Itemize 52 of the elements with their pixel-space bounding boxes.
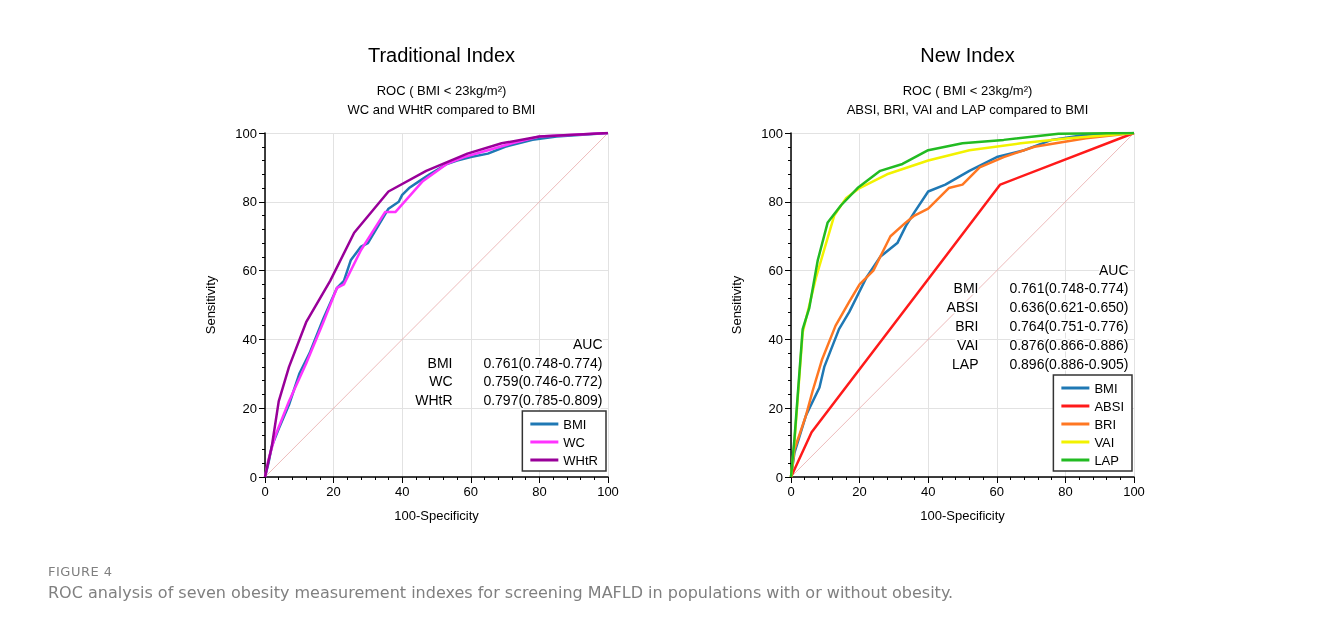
text: VAI 0.876(0.866-0.886) (956, 336, 1129, 353)
y-tick-label: 0 (775, 469, 783, 485)
legend-label: ABSI (1094, 398, 1124, 414)
text: WHtR 0.797(0.785-0.809) (415, 391, 603, 408)
text: WC 0.759(0.746-0.772) (429, 373, 603, 389)
x-tick-label: 20 (852, 484, 867, 499)
x-axis-title: 100-Specificity (920, 508, 1006, 523)
text: ABSI 0.636(0.621-0.650) (946, 299, 1129, 316)
x-tick-label: 0 (787, 484, 795, 499)
text: LAP 0.896(0.886-0.905) (952, 355, 1129, 372)
chart-subtitle: ROC ( BMI < 23kg/m²) ABSI, BRI, VAI and LAP compared to BMI (846, 83, 1089, 117)
x-tick-label: 60 (989, 484, 1005, 499)
text: BMI 0.761(0.748-0.774) (953, 280, 1129, 297)
annotation: AUC (572, 336, 603, 352)
y-tick-label: 0 (249, 469, 257, 485)
x-tick-label: 100 (597, 484, 619, 499)
y-tick-label: 20 (768, 400, 783, 416)
y-tick-label: 40 (768, 331, 783, 347)
y-axis-title: Sensitivity (729, 275, 744, 335)
x-tick-label: 40 (920, 484, 936, 499)
y-tick-label: 100 (235, 125, 257, 141)
text: BMI 0.761(0.748-0.774) (427, 354, 603, 371)
y-tick-label: 60 (768, 263, 783, 279)
chart-subtitle: ROC ( BMI < 23kg/m²) WC and WHtR compared to BMI (347, 83, 536, 117)
x-tick-label: 40 (394, 484, 410, 499)
y-tick-label: 100 (761, 125, 783, 141)
text: ROC analysis of seven obesity measurement indexes for screening MAFLD in populations with or without obesity. (48, 583, 954, 602)
chart-title: New Index (920, 44, 1015, 66)
legend-label: BRI (1094, 416, 1117, 432)
y-tick-label: 80 (768, 194, 783, 210)
legend-label: WHtR (563, 452, 599, 468)
y-tick-label: 20 (242, 400, 257, 416)
x-tick-label: 20 (326, 484, 341, 499)
x-axis-title: 100-Specificity (394, 508, 480, 523)
x-tick-label: 100 (1123, 484, 1145, 499)
annotation: AUC (1098, 261, 1129, 278)
x-tick-label: 60 (463, 484, 479, 499)
y-tick-label: 40 (242, 331, 257, 347)
y-axis-title: Sensitivity (203, 275, 218, 335)
x-tick-label: 0 (261, 484, 269, 499)
y-tick-label: 80 (242, 194, 257, 210)
legend-label: WC (563, 434, 586, 450)
legend-label: LAP (1094, 452, 1119, 468)
legend-label: VAI (1094, 434, 1115, 450)
legend-label: BMI (563, 416, 587, 432)
x-tick-label: 80 (532, 484, 547, 499)
chart-title: Traditional Index (367, 44, 516, 66)
caption: FIGURE 4 (48, 564, 114, 579)
y-tick-label: 60 (242, 263, 257, 279)
x-tick-label: 80 (1058, 484, 1073, 499)
text: BRI 0.764(0.751-0.776) (955, 317, 1129, 334)
legend-label: BMI (1094, 380, 1118, 396)
